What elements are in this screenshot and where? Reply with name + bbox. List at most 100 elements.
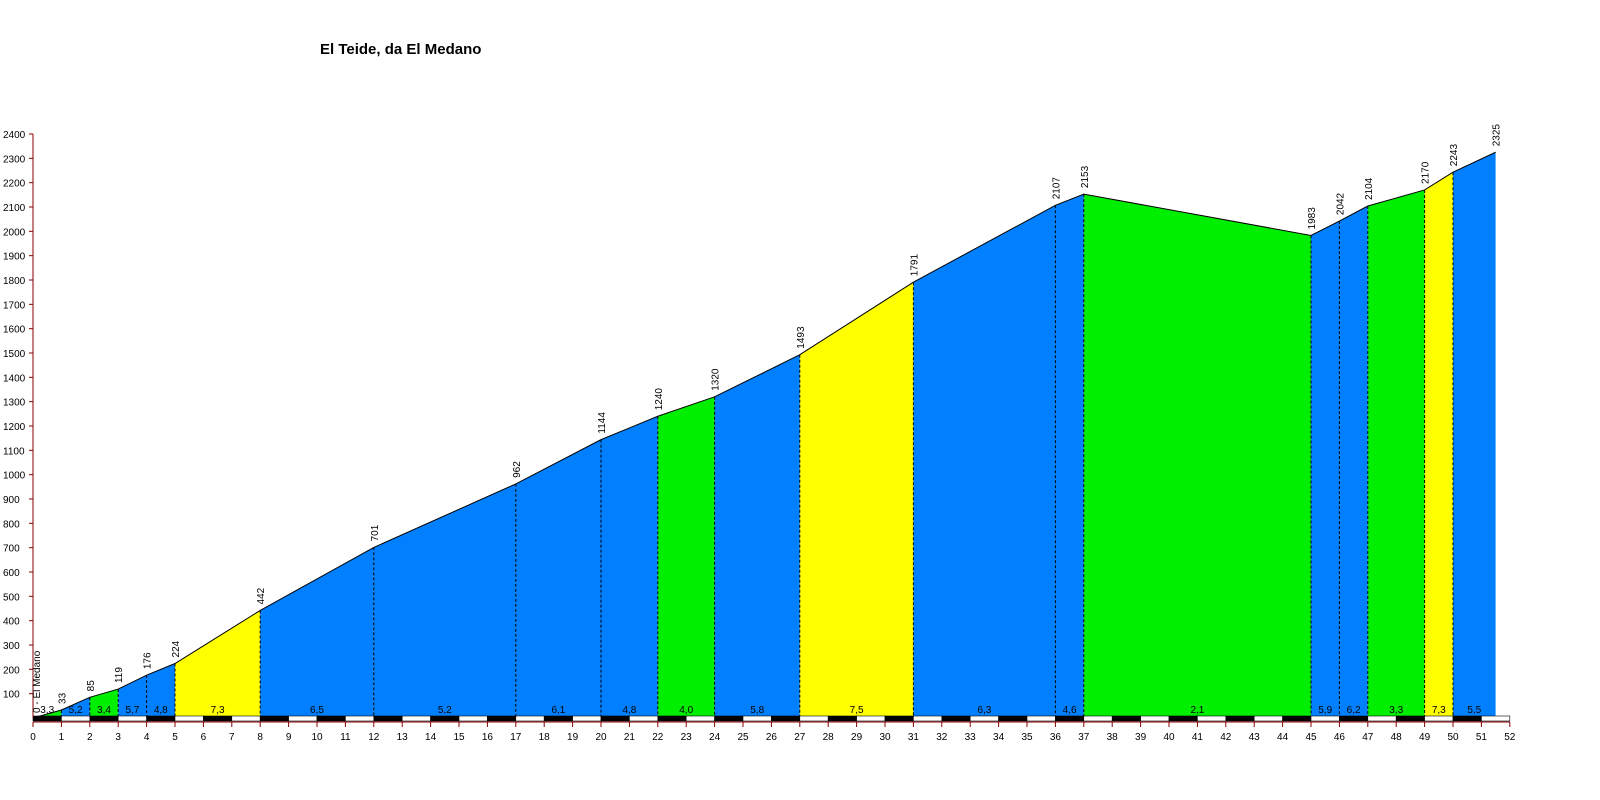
scale-bar-block: [1026, 715, 1056, 722]
scale-bar-block: [771, 715, 801, 722]
x-tick-label: 4: [144, 732, 150, 743]
x-tick-label: 3: [115, 732, 121, 743]
scale-bar-block: [799, 715, 829, 722]
x-tick-label: 50: [1447, 732, 1459, 743]
x-tick-label: 40: [1163, 732, 1175, 743]
gradient-label: 6,5: [310, 705, 324, 716]
profile-segment: [1055, 194, 1084, 718]
x-tick-label: 20: [595, 732, 607, 743]
x-tick-label: 14: [425, 732, 437, 743]
profile-segment: [1083, 194, 1311, 718]
scale-bar-block: [61, 715, 91, 722]
scale-bar-block: [1197, 715, 1227, 722]
scale-bar-block: [543, 715, 573, 722]
gradient-label: 7,3: [1432, 705, 1446, 716]
scale-bar-block: [1111, 715, 1141, 722]
y-tick-label: 1400: [3, 373, 26, 384]
y-tick-label: 1200: [3, 422, 26, 433]
x-tick-label: 2: [87, 732, 93, 743]
profile-segment: [714, 354, 800, 718]
elevation-label: 1791: [909, 254, 920, 277]
x-tick-label: 36: [1050, 732, 1062, 743]
x-tick-label: 19: [567, 732, 579, 743]
y-tick-label: 2400: [3, 130, 26, 141]
gradient-label: 6,2: [1347, 705, 1361, 716]
x-tick-label: 35: [1021, 732, 1033, 743]
scale-bar-block: [1140, 715, 1170, 722]
y-tick-label: 2200: [3, 179, 26, 190]
x-tick-label: 34: [993, 732, 1005, 743]
scale-bar-block: [884, 715, 914, 722]
elevation-label: 2243: [1449, 144, 1460, 167]
scale-bar-block: [856, 715, 886, 722]
scale-bar-block: [913, 715, 943, 722]
profile-segment: [1339, 206, 1368, 718]
scale-bar-block: [231, 715, 261, 722]
x-tick-label: 0: [30, 732, 36, 743]
x-tick-label: 33: [965, 732, 977, 743]
x-tick-label: 52: [1504, 732, 1516, 743]
x-tick-label: 27: [794, 732, 806, 743]
x-tick-label: 44: [1277, 732, 1289, 743]
gradient-label: 3,4: [97, 705, 111, 716]
y-tick-label: 2300: [3, 154, 26, 165]
scale-bar-block: [1310, 715, 1340, 722]
scale-bar-block: [1424, 715, 1454, 722]
scale-bar-block: [32, 715, 62, 722]
scale-bar-block: [1481, 715, 1511, 722]
x-tick-label: 41: [1192, 732, 1204, 743]
profile-segment: [799, 282, 914, 718]
profile-segment: [515, 439, 601, 718]
x-axis: 0 1 2 3 4 5 6 7 8 9 10 11 12 13 14 15 16 17 18 19 20 21 22 23 24…: [30, 721, 1516, 743]
scale-bar-block: [1282, 715, 1312, 722]
x-tick-label: 1: [59, 732, 65, 743]
x-tick-label: 9: [286, 732, 292, 743]
y-tick-label: 900: [3, 495, 20, 506]
elevation-label: 119: [114, 667, 125, 683]
y-tick-label: 1500: [3, 349, 26, 360]
x-tick-label: 21: [624, 732, 636, 743]
elevation-label: 1240: [654, 388, 665, 411]
elevation-label: 701: [370, 524, 381, 541]
x-tick-label: 15: [453, 732, 465, 743]
x-tick-label: 16: [482, 732, 494, 743]
elevation-label: 33: [57, 692, 68, 704]
scale-bar-block: [827, 715, 857, 722]
scale-bar-block: [1395, 715, 1425, 722]
elevation-label: 1320: [711, 368, 722, 391]
x-tick-label: 49: [1419, 732, 1431, 743]
x-tick-label: 39: [1135, 732, 1147, 743]
x-tick-label: 6: [201, 732, 207, 743]
y-tick-label: 1800: [3, 276, 26, 287]
x-tick-label: 29: [851, 732, 863, 743]
y-tick-label: 1700: [3, 300, 26, 311]
y-tick-label: 2100: [3, 203, 26, 214]
elevation-label: 85: [86, 680, 97, 692]
x-tick-label: 11: [340, 732, 351, 743]
profile-segment: [601, 416, 658, 718]
scale-bar-block: [572, 715, 602, 722]
x-tick-label: 47: [1362, 732, 1374, 743]
y-tick-label: 1900: [3, 252, 26, 263]
elevation-labels: 33 85 119 176 224 442 701 962 1144 1240 1320 1493 17…: [57, 124, 1502, 704]
elevation-label: 442: [256, 587, 267, 604]
scale-bar-block: [117, 715, 147, 722]
scale-bar-block: [203, 715, 233, 722]
x-tick-label: 43: [1249, 732, 1261, 743]
gradient-label: 4,6: [1063, 705, 1077, 716]
elevation-label: 224: [171, 640, 182, 657]
x-tick-label: 8: [257, 732, 263, 743]
gradient-label: 5,8: [750, 705, 764, 716]
gradient-label: 5,2: [69, 705, 83, 716]
gradient-label: 6,3: [977, 705, 991, 716]
x-tick-label: 13: [397, 732, 409, 743]
gradient-label: 3,3: [1389, 705, 1403, 716]
y-tick-label: 600: [3, 568, 20, 579]
profile-segment: [1311, 221, 1340, 718]
scale-bar-block: [401, 715, 431, 722]
gradient-label: 4,0: [679, 705, 693, 716]
y-axis: 100 200 300 400 500 600 700 800 900 1000 1100 1200 1…: [3, 130, 34, 718]
elevation-label: 2325: [1492, 124, 1503, 147]
profile-segment: [657, 396, 715, 718]
